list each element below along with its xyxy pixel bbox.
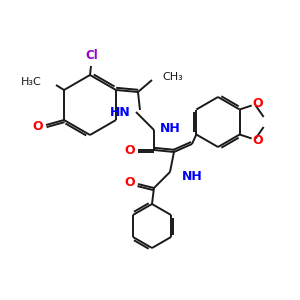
Text: Cl: Cl (85, 49, 98, 62)
Text: NH: NH (182, 169, 203, 182)
Text: O: O (125, 143, 135, 157)
Text: O: O (125, 176, 135, 188)
Text: NH: NH (160, 122, 180, 134)
Text: CH₃: CH₃ (162, 72, 183, 82)
Text: O: O (252, 97, 263, 110)
Text: H₃C: H₃C (21, 77, 42, 87)
Text: HN: HN (110, 106, 130, 118)
Text: O: O (252, 134, 263, 147)
Text: O: O (33, 119, 43, 133)
